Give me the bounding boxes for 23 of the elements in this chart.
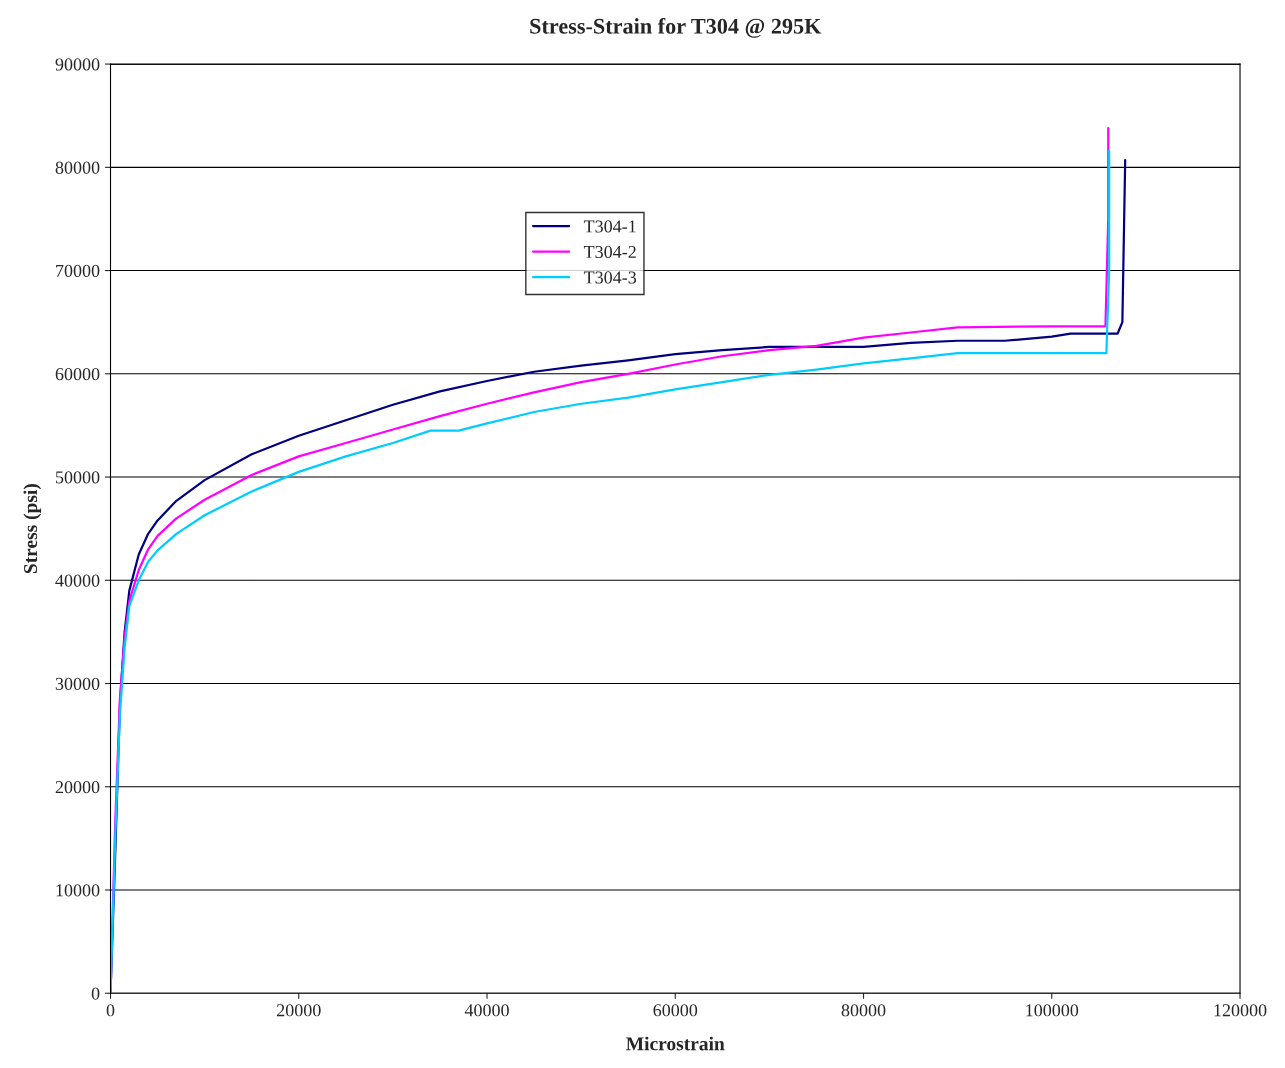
legend-label: T304-3 xyxy=(583,271,637,284)
x-tick-label: 20000 xyxy=(276,1004,321,1017)
x-tick-label: 40000 xyxy=(464,1004,509,1017)
y-tick-label: 0 xyxy=(91,987,100,1000)
x-tick-label: 0 xyxy=(106,1004,115,1017)
y-tick-label: 40000 xyxy=(55,574,100,587)
y-axis-title: Stress (psi) xyxy=(23,484,42,574)
y-tick-label: 50000 xyxy=(56,471,100,484)
x-axis-title: Microstrain xyxy=(626,1036,725,1051)
x-tick-label: 60000 xyxy=(653,1004,698,1017)
chart-title: Stress-Strain for T304 @ 295K xyxy=(530,17,822,38)
x-tick-label: 100000 xyxy=(1026,1004,1079,1017)
x-tick-label: 120000 xyxy=(1214,1004,1267,1017)
y-tick-label: 90000 xyxy=(55,58,100,71)
legend-label: T304-1 xyxy=(583,220,636,233)
y-tick-label: 70000 xyxy=(56,264,100,277)
y-tick-label: 30000 xyxy=(55,677,100,690)
y-tick-label: 80000 xyxy=(55,161,100,174)
x-tick-label: 80000 xyxy=(841,1004,886,1017)
y-tick-label: 20000 xyxy=(55,781,100,794)
y-tick-label: 60000 xyxy=(55,368,100,381)
y-tick-label: 10000 xyxy=(56,884,100,897)
legend-label: T304-2 xyxy=(583,245,636,259)
